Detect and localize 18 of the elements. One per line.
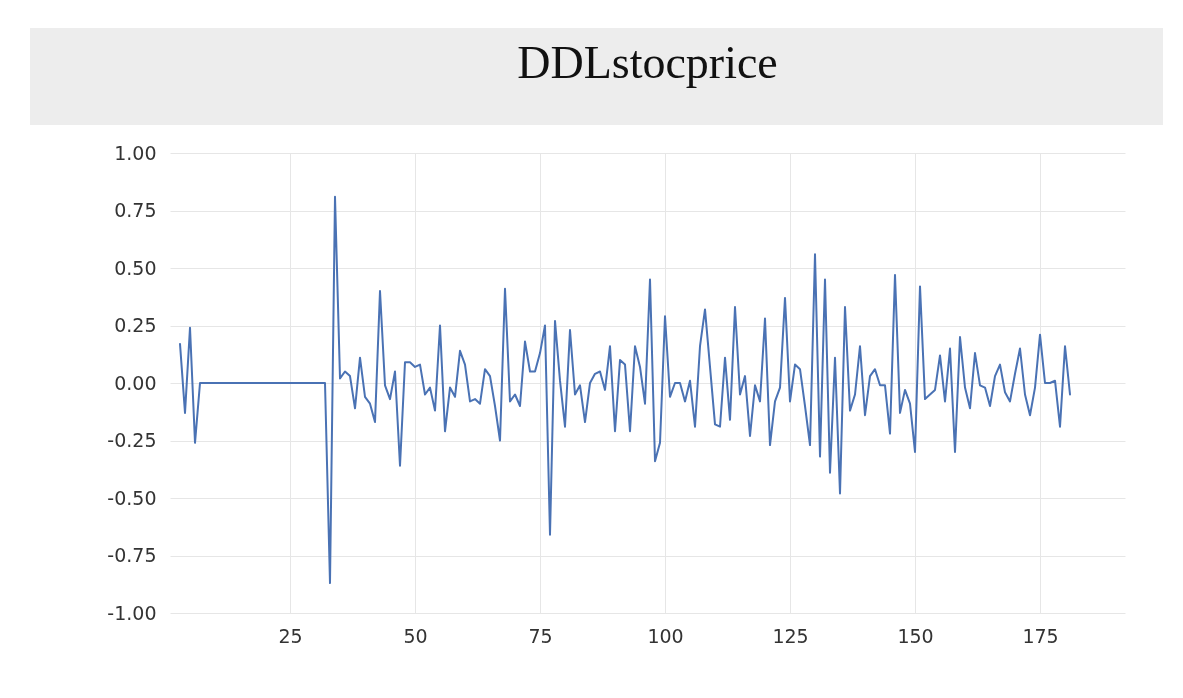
y-tick-label: -0.75 [107, 544, 157, 566]
x-tick-label: 75 [528, 624, 553, 647]
y-tick-label: 0.25 [114, 314, 157, 336]
x-tick-label: 150 [897, 624, 934, 647]
y-tick-label: 0.50 [114, 256, 157, 279]
y-tick-label: 0.00 [114, 371, 157, 394]
y-tick-label: -0.50 [107, 486, 157, 509]
chart-title: DDLstocprice [517, 37, 778, 88]
x-tick-label: 175 [1022, 624, 1059, 647]
line-series [179, 195, 1071, 585]
y-tick-label: -0.25 [107, 429, 157, 451]
y-tick-label: -1.00 [107, 601, 157, 624]
y-tick-label: 1.00 [114, 141, 157, 164]
x-tick-label: 125 [772, 624, 809, 647]
x-tick-label: 25 [278, 624, 303, 647]
x-tick-label: 50 [403, 624, 428, 647]
y-tick-label: 0.75 [114, 199, 157, 221]
x-tick-label: 100 [647, 624, 684, 647]
